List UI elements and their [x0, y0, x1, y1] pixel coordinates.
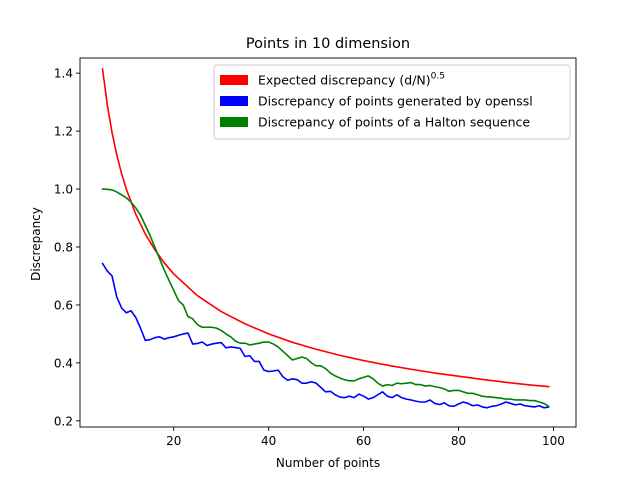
- y-tick-label: 1.0: [54, 183, 73, 197]
- legend-swatch-expected: [220, 75, 248, 85]
- x-tick-label: 60: [356, 434, 371, 448]
- y-axis-label: Discrepancy: [29, 207, 43, 281]
- x-tick-label: 40: [261, 434, 276, 448]
- y-tick-label: 0.2: [54, 414, 73, 428]
- legend: Expected discrepancy (d/N)0.5 Discrepancy…: [213, 64, 571, 140]
- y-tick-label: 1.4: [54, 67, 73, 81]
- axes-frame: [79, 57, 577, 428]
- y-tick-label: 0.4: [54, 356, 73, 370]
- chart-title: Points in 10 dimension: [246, 36, 410, 52]
- series-line-halton: [101, 188, 550, 408]
- legend-label-expected: Expected discrepancy (d/N)0.5: [258, 72, 445, 88]
- x-axis-label: Number of points: [276, 456, 380, 470]
- legend-label-openssl: Discrepancy of points generated by opens…: [258, 94, 533, 109]
- legend-box: [213, 64, 571, 140]
- series-line-openssl: [101, 262, 550, 409]
- x-tick-label: 20: [166, 434, 181, 448]
- series-line-expected: [101, 68, 550, 388]
- x-tick-label: 80: [451, 434, 466, 448]
- y-tick-label: 1.2: [54, 125, 73, 139]
- plot-lines: [101, 68, 550, 409]
- legend-swatch-halton: [220, 117, 248, 127]
- legend-label-halton: Discrepancy of points of a Halton sequen…: [258, 115, 530, 130]
- y-tick-label: 0.8: [54, 240, 73, 254]
- legend-swatch-openssl: [220, 96, 248, 106]
- y-tick-label: 0.6: [54, 298, 73, 312]
- axes: 20 40 60 80 100 0.2 0.4 0.6 0.8 1.0 1.2 1.4: [54, 57, 577, 448]
- x-tick-label: 100: [542, 434, 565, 448]
